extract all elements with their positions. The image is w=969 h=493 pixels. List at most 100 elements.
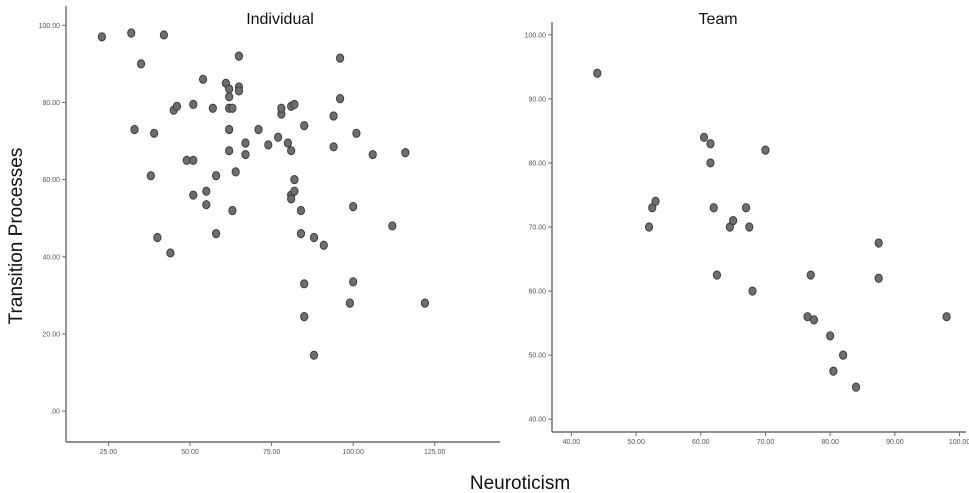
data-point <box>212 229 221 239</box>
x-tick-label: 100.00 <box>342 449 364 456</box>
data-point <box>706 139 715 149</box>
data-point <box>287 194 296 204</box>
data-point <box>420 298 430 308</box>
data-point <box>300 121 309 131</box>
data-point <box>336 94 345 104</box>
data-point <box>150 128 159 138</box>
y-tick-label: 100.00 <box>525 32 547 39</box>
data-point <box>309 232 319 243</box>
data-point <box>829 366 838 376</box>
data-point <box>352 128 361 138</box>
x-tick-label: 50.00 <box>627 439 645 446</box>
data-point <box>212 171 221 181</box>
x-tick-label: 100.00 <box>949 439 969 446</box>
data-point <box>198 74 208 84</box>
data-point <box>274 132 283 142</box>
data-point <box>809 315 819 325</box>
data-point <box>283 138 292 148</box>
data-point <box>234 51 244 61</box>
x-tick-label: 40.00 <box>563 439 581 446</box>
data-point <box>826 331 835 341</box>
data-point <box>127 28 136 38</box>
x-tick-label: 60.00 <box>692 439 710 446</box>
data-point <box>942 312 951 322</box>
data-point <box>290 175 299 185</box>
y-tick-label: 40.00 <box>42 254 60 261</box>
x-tick-label: 125.00 <box>424 449 446 456</box>
data-point <box>838 350 848 360</box>
individual-scatter-plot: Individual 25.00 50.00 75.00 100.00 125.00 .00… <box>39 6 500 456</box>
data-point <box>241 149 250 160</box>
data-point <box>300 279 309 289</box>
y-tick-label: 20.00 <box>42 331 60 338</box>
data-point <box>709 203 718 213</box>
data-point <box>130 124 139 135</box>
data-point <box>136 59 146 69</box>
data-point <box>146 171 155 181</box>
data-point <box>296 205 306 216</box>
data-point <box>159 30 168 40</box>
data-point <box>741 203 751 213</box>
data-point <box>202 186 211 196</box>
data-point <box>644 222 654 232</box>
x-tick-label: 90.00 <box>886 439 904 446</box>
data-point <box>225 146 234 156</box>
data-point <box>806 270 815 280</box>
data-point <box>593 68 602 78</box>
data-point <box>290 99 299 109</box>
data-point <box>874 273 883 283</box>
x-tick-label: 50.00 <box>181 449 199 456</box>
y-tick-label: 70.00 <box>528 225 546 232</box>
data-point <box>345 298 354 308</box>
y-tick-label: 80.00 <box>42 100 60 107</box>
data-point <box>234 86 244 96</box>
x-tick-label: 80.00 <box>821 439 839 446</box>
x-tick-label: 70.00 <box>757 439 775 446</box>
data-point <box>309 350 319 360</box>
data-point <box>336 53 345 63</box>
data-point <box>388 221 397 231</box>
data-point <box>97 32 106 42</box>
y-tick-label: 60.00 <box>528 289 546 296</box>
data-point <box>368 149 377 160</box>
data-point <box>874 238 883 248</box>
data-point <box>349 277 358 287</box>
y-tick-label: 60.00 <box>42 177 60 184</box>
data-point <box>254 124 263 135</box>
data-point <box>329 142 338 152</box>
data-point <box>189 155 198 165</box>
x-axis-label: Neuroticism <box>470 473 570 493</box>
data-point <box>228 103 237 113</box>
data-point <box>231 167 240 177</box>
data-point <box>241 138 250 148</box>
data-point <box>208 103 217 113</box>
data-point <box>202 200 211 210</box>
data-point <box>706 158 715 168</box>
data-point <box>761 145 770 155</box>
data-point <box>651 196 660 206</box>
data-point <box>748 286 757 296</box>
y-axis-label: Transition Processes <box>6 148 27 325</box>
data-point <box>189 99 198 109</box>
chart-title-1: Team <box>698 11 737 28</box>
data-point <box>300 312 309 322</box>
data-point <box>745 222 754 232</box>
data-point <box>225 92 234 102</box>
team-scatter-plot: Team 40.00 50.00 60.00 70.00 80.00 90.00 100.00… <box>525 11 969 446</box>
data-point <box>729 215 738 226</box>
data-point <box>296 229 306 239</box>
y-tick-label: 40.00 <box>528 417 546 424</box>
data-point <box>290 186 299 196</box>
data-point <box>319 240 328 250</box>
data-point <box>189 190 198 200</box>
data-point <box>228 205 237 216</box>
data-point <box>329 111 338 121</box>
y-tick-label: 100.00 <box>39 23 61 30</box>
data-point <box>264 140 273 150</box>
y-tick-label: .00 <box>50 409 60 416</box>
data-point <box>699 132 709 142</box>
data-point <box>166 248 175 258</box>
data-point <box>225 124 234 135</box>
data-point <box>277 103 286 113</box>
